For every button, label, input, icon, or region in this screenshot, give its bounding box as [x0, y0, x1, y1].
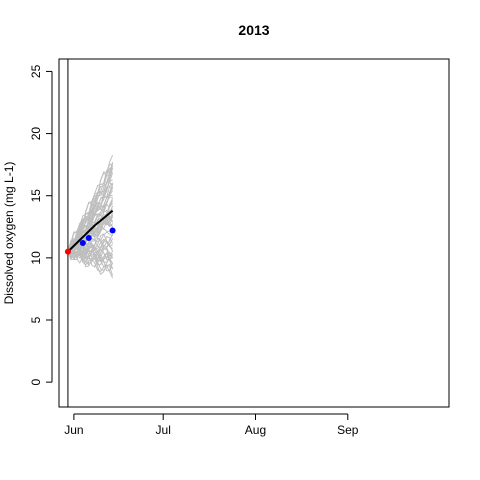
y-axis-title: Dissolved oxygen (mg L-1) [2, 162, 16, 305]
observation-point [85, 234, 92, 241]
plot-frame [58, 58, 450, 408]
axes-layer: 0 5 10 15 20 25 Jun Jul Aug Sep [29, 64, 359, 437]
observation-point [79, 239, 86, 246]
ensemble-line [67, 220, 113, 254]
ensemble-line [67, 249, 113, 263]
ensemble-layer [67, 155, 114, 279]
ensemble-line [67, 181, 114, 256]
y-tick-label: 10 [29, 251, 43, 265]
x-tick-label: Jun [64, 423, 83, 437]
ensemble-line [67, 247, 114, 258]
marks-layer [64, 59, 116, 407]
ensemble-line [67, 244, 114, 264]
mean-forecast-line [67, 209, 114, 253]
y-tick-label: 5 [29, 316, 43, 323]
y-tick-label: 25 [29, 64, 43, 78]
x-tick-label: Aug [245, 423, 266, 437]
y-tick-label: 15 [29, 189, 43, 203]
ensemble-line [67, 246, 114, 262]
chart-title: 2013 [238, 22, 269, 38]
y-tick-label: 20 [29, 127, 43, 141]
y-tick-label: 0 [29, 378, 43, 385]
x-tick-label: Sep [337, 423, 359, 437]
observation-point [109, 227, 116, 234]
x-tick-label: Jul [156, 423, 171, 437]
initial-observation-point [64, 248, 71, 255]
ensemble-line [67, 161, 114, 252]
